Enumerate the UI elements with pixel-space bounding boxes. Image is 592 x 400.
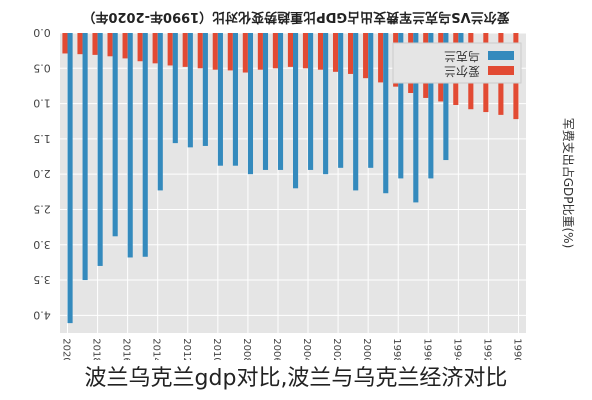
legend-label-ukraine: 乌克兰 [444,49,480,64]
y-tick-label: 3.0 [33,238,51,251]
bar-ireland-2003 [317,33,324,70]
bar-ireland-2000 [363,33,369,79]
y-tick-label: 4.0 [33,308,51,321]
bar-ukraine-2016 [127,33,133,258]
x-tick-label: 1990 [511,338,522,360]
bar-ukraine-2020 [67,33,73,324]
x-tick-label: 2020 [61,338,72,360]
bar-ukraine-2005 [293,33,299,189]
y-axis: 0.0 0.5 1.0 1.5 2.0 2.5 3.0 3.5 4.0 [33,26,51,321]
legend: 爱尔兰 乌克兰 [392,42,522,84]
y-tick-label: 2.5 [33,202,51,215]
bar-ukraine-2013 [172,33,178,144]
bar-ireland-2013 [167,33,173,66]
bar-ukraine-2009 [232,33,238,166]
x-tick-label: 1994 [451,338,462,360]
chart-title: 爱尔兰VS乌克兰军费支出占GDP比重趋势变化对比（1990年-2020年） [82,9,509,25]
bar-ireland-2020 [62,33,68,54]
y-tick-label: 1.0 [33,97,51,110]
bar-ukraine-2012 [187,33,193,148]
bar-ukraine-2011 [202,33,208,146]
bar-ukraine-1995 [443,33,449,161]
y-tick-label: 0.5 [33,61,51,74]
bar-ireland-2010 [212,33,218,70]
bar-ireland-2004 [302,33,309,69]
bar-ukraine-2008 [247,33,254,175]
bar-ireland-2017 [107,33,113,57]
bar-ireland-2016 [122,33,128,59]
bar-ukraine-2004 [308,33,314,170]
bar-ukraine-1997 [413,33,419,203]
caption: 波兰乌克兰gdp对比,波兰与乌克兰经济对比 [84,366,508,391]
bar-ukraine-2000 [368,33,374,168]
y-tick-label: 3.5 [33,273,51,286]
y-axis-label: 军费支出占GDP比重(%) [561,118,576,249]
legend-label-ireland: 爱尔兰 [444,64,480,79]
x-tick-label: 2010 [211,338,222,360]
x-tick-label: 2014 [151,338,162,360]
bar-ukraine-2018 [97,33,103,266]
bar-ireland-2001 [348,33,354,74]
bar-ukraine-2007 [262,33,269,170]
x-tick-label: 2002 [331,338,342,360]
bar-ireland-2014 [152,33,158,64]
x-tick-label: 1992 [481,338,492,360]
chart: 0.0 0.5 1.0 1.5 2.0 2.5 3.0 3.5 4.0 1990 1992 1994… [33,9,576,360]
x-tick-label: 1998 [391,338,402,360]
bar-ireland-2018 [92,33,98,55]
bar-ukraine-2006 [277,33,284,170]
x-tick-label: 2016 [121,338,132,360]
y-tick-label: 2.0 [33,167,51,180]
bar-ukraine-2003 [323,33,329,175]
bar-ireland-2012 [182,33,188,67]
x-tick-label: 2012 [181,338,192,360]
bar-ukraine-1998 [398,33,404,179]
bar-ireland-2008 [242,33,248,73]
y-tick-label: 0.0 [33,26,51,39]
bar-ukraine-2019 [82,33,88,281]
y-tick-label: 1.5 [33,132,51,145]
bar-ukraine-1999 [383,33,389,194]
bar-ireland-2006 [272,33,278,69]
x-axis: 1990 1992 1994 1996 1998 2000 2002 2004 2006 2008… [61,338,523,360]
bar-ukraine-2002 [338,33,344,168]
bar-ireland-2019 [77,33,83,55]
legend-swatch-ireland [488,66,514,75]
bar-ukraine-1996 [428,33,434,179]
legend-swatch-ukraine [488,51,514,60]
bar-ireland-1999 [378,33,384,83]
bar-ireland-2007 [257,33,263,70]
bar-ireland-2002 [332,33,339,72]
bar-ukraine-2001 [353,33,359,191]
bar-ukraine-2017 [112,33,118,237]
x-tick-label: 2004 [301,338,312,360]
x-tick-label: 2000 [361,338,372,360]
x-tick-label: 1996 [421,338,432,360]
bar-ireland-2009 [227,33,233,71]
x-tick-label: 2006 [271,338,282,360]
x-tick-label: 2008 [241,338,252,360]
bar-ireland-2015 [137,33,143,62]
bar-ireland-2005 [287,33,293,67]
legend-frame [392,42,522,84]
bar-ukraine-2014 [157,33,163,191]
x-tick-label: 2018 [91,338,102,360]
bar-ireland-2011 [197,33,203,69]
bar-ukraine-2010 [217,33,223,166]
bar-ukraine-2015 [142,33,148,257]
